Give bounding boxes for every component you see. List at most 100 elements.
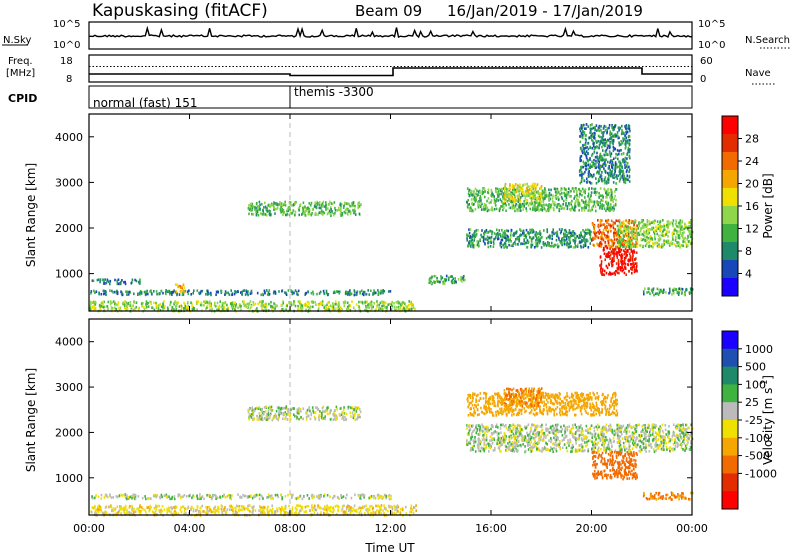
data-cell — [599, 165, 602, 169]
data-cell — [272, 203, 275, 207]
data-cell — [519, 196, 522, 199]
data-cell — [591, 165, 593, 168]
data-cell — [94, 300, 97, 304]
data-cell — [291, 211, 294, 215]
data-cell — [581, 235, 584, 239]
data-cell — [371, 307, 373, 310]
data-cell — [271, 203, 274, 207]
data-cell — [124, 280, 126, 284]
data-cell — [478, 197, 481, 200]
date-range: 16/Jan/2019 - 17/Jan/2019 — [447, 2, 643, 20]
data-cell — [623, 256, 626, 260]
data-cell — [177, 512, 180, 515]
data-cell — [580, 132, 583, 135]
data-cell — [607, 251, 610, 254]
data-cell — [532, 197, 534, 200]
data-cell — [554, 195, 557, 199]
data-cell — [548, 244, 550, 247]
data-cell — [545, 244, 548, 247]
data-cell — [307, 301, 310, 304]
data-cell — [236, 504, 238, 508]
data-cell — [224, 293, 226, 296]
data-cell — [488, 236, 490, 240]
data-cell — [368, 293, 371, 296]
data-cell — [539, 238, 542, 241]
data-cell — [585, 123, 588, 126]
data-cell — [601, 163, 604, 166]
data-cell — [336, 504, 338, 508]
data-cell — [565, 202, 567, 205]
data-cell — [466, 235, 468, 239]
data-cell — [579, 241, 582, 244]
data-cell — [579, 140, 582, 144]
data-cell — [598, 196, 600, 199]
data-cell — [605, 219, 608, 223]
data-cell — [512, 243, 514, 247]
data-cell — [580, 170, 583, 174]
data-cell — [634, 237, 636, 240]
data-cell — [601, 158, 604, 161]
data-cell — [348, 209, 351, 213]
data-cell — [241, 505, 243, 508]
data-cell — [586, 158, 589, 161]
data-cell — [478, 243, 480, 246]
data-cell — [182, 307, 185, 310]
data-cell — [97, 278, 100, 281]
data-cell — [117, 278, 120, 281]
data-cell — [493, 201, 496, 205]
data-cell — [243, 300, 245, 303]
data-cell — [271, 510, 274, 514]
data-cell — [686, 244, 689, 247]
data-cell — [625, 132, 628, 135]
data-cell — [357, 305, 360, 308]
data-cell — [352, 201, 355, 204]
data-cell — [604, 236, 607, 239]
data-cell — [321, 209, 323, 213]
data-cell — [314, 300, 316, 304]
data-cell — [607, 235, 610, 239]
data-cell — [514, 195, 516, 198]
data-cell — [281, 289, 283, 293]
data-cell — [603, 187, 605, 191]
data-cell — [487, 197, 490, 200]
data-cell — [139, 505, 141, 509]
data-cell — [101, 301, 104, 305]
data-cell — [206, 506, 209, 509]
data-cell — [579, 155, 582, 158]
data-cell — [428, 278, 431, 281]
data-cell — [357, 204, 360, 208]
data-cell — [170, 506, 172, 509]
data-cell — [157, 307, 160, 310]
data-cell — [684, 236, 687, 240]
data-cell — [488, 241, 490, 244]
data-cell — [495, 233, 497, 237]
data-cell — [622, 229, 624, 233]
data-cell — [274, 305, 277, 308]
data-cell — [582, 190, 585, 194]
data-cell — [612, 126, 615, 129]
data-cell — [592, 126, 595, 130]
data-cell — [539, 233, 542, 237]
data-cell — [173, 495, 176, 498]
data-cell — [251, 208, 253, 212]
data-cell — [492, 193, 494, 196]
data-cell — [201, 504, 204, 508]
data-cell — [536, 241, 539, 245]
data-cell — [281, 204, 284, 207]
data-cell — [634, 219, 636, 222]
data-cell — [320, 204, 323, 207]
data-cell — [556, 206, 558, 209]
data-cell — [130, 306, 133, 310]
data-cell — [605, 254, 607, 258]
data-cell — [217, 291, 219, 294]
data-cell — [93, 512, 96, 515]
data-cell — [602, 249, 605, 252]
data-cell — [617, 228, 620, 232]
data-cell — [581, 199, 583, 202]
data-cell — [525, 241, 528, 245]
data-cell — [383, 290, 386, 293]
data-cell — [513, 193, 516, 197]
data-cell — [110, 505, 113, 509]
data-cell — [467, 198, 469, 202]
data-cell — [500, 205, 502, 208]
